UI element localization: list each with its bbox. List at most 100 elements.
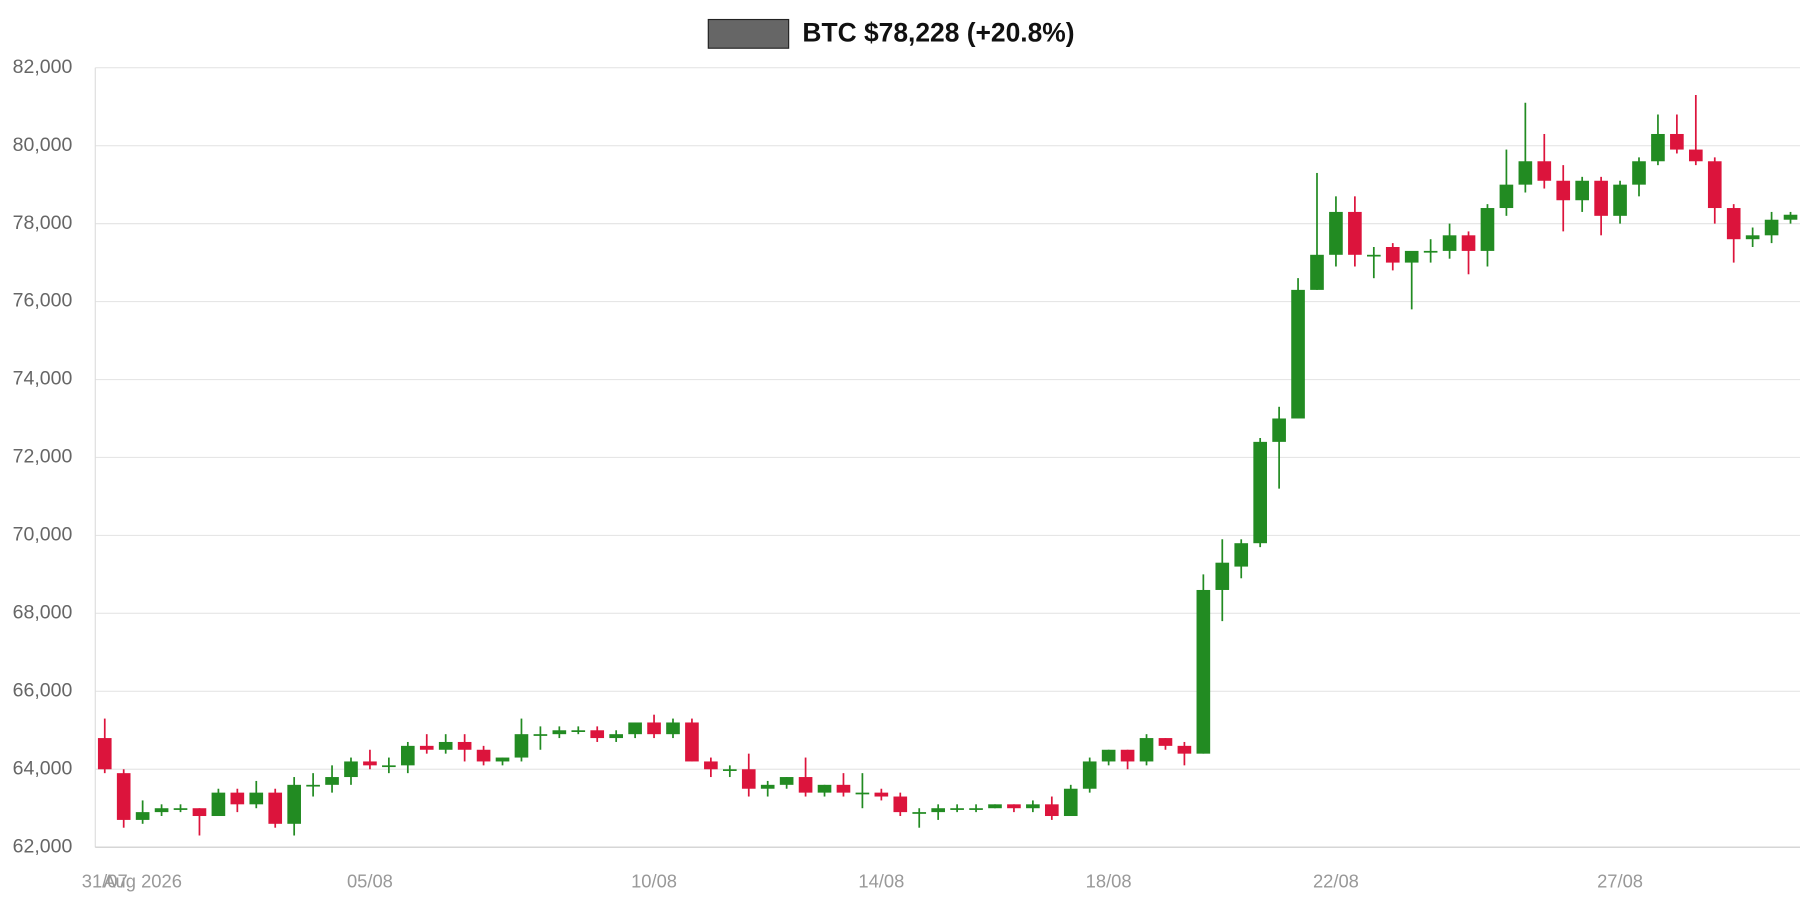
candle-body — [666, 722, 680, 735]
candle-body — [363, 761, 377, 766]
candle-body — [344, 761, 358, 778]
candle-body — [1442, 235, 1457, 251]
candle-body — [1404, 250, 1419, 263]
candle-body — [1253, 441, 1267, 544]
candle-body — [135, 812, 150, 820]
legend-label: BTC $78,228 (+20.8%) — [802, 17, 1074, 47]
candle-body — [779, 777, 794, 785]
y-tick-label: 62,000 — [13, 835, 73, 857]
candle-body — [647, 722, 661, 735]
y-tick-label: 80,000 — [13, 134, 73, 156]
candle-body — [325, 777, 339, 785]
candle-body — [590, 730, 605, 739]
candle-body — [533, 734, 548, 736]
candle-body — [1480, 208, 1495, 251]
y-tick-label: 64,000 — [13, 757, 73, 779]
candle-body — [249, 792, 264, 805]
candle-body — [1215, 562, 1230, 590]
candle-body — [1158, 738, 1173, 746]
y-tick-label: 70,000 — [13, 524, 73, 546]
candle-body — [609, 734, 623, 739]
candle-body — [552, 730, 567, 735]
candle-body — [893, 796, 908, 813]
candle-body — [382, 765, 396, 768]
x-tick-label: Aug 2026 — [103, 871, 182, 892]
y-tick-label: 66,000 — [13, 679, 73, 701]
y-tick-label: 68,000 — [13, 602, 73, 624]
candle-body — [495, 757, 510, 762]
candle-body — [874, 792, 889, 797]
candle-body — [798, 777, 813, 793]
candle-body — [760, 784, 775, 789]
candle-body — [836, 784, 851, 793]
candle-body — [1348, 211, 1362, 255]
candle-body — [1518, 161, 1533, 185]
candle-body — [1310, 254, 1324, 290]
candle-body — [173, 808, 188, 810]
candle-body — [628, 722, 642, 735]
candle-body — [969, 808, 983, 810]
candle-body — [306, 784, 320, 787]
candle-body — [1007, 804, 1021, 809]
candle-body — [1026, 804, 1040, 809]
candle-body — [1082, 761, 1097, 789]
candle-body — [1367, 254, 1381, 257]
candle-body — [1632, 161, 1646, 185]
candle-body — [476, 749, 491, 762]
candle-body — [1101, 749, 1116, 762]
candle-body — [1329, 211, 1343, 255]
candle-body — [931, 808, 945, 813]
candle-body — [1689, 149, 1703, 162]
candle-body — [950, 808, 964, 810]
x-tick-label: 18/08 — [1086, 871, 1132, 892]
candle-body — [97, 738, 112, 770]
candle-body — [1670, 133, 1684, 150]
y-tick-label: 82,000 — [13, 56, 73, 78]
candle-body — [1196, 589, 1211, 754]
candle-body — [287, 784, 301, 824]
y-tick-label: 78,000 — [13, 212, 73, 234]
candle-body — [154, 808, 169, 813]
candle-body — [1139, 738, 1154, 762]
x-tick-label: 14/08 — [858, 871, 904, 892]
x-tick-label: 10/08 — [631, 871, 677, 892]
candle-body — [685, 722, 699, 762]
candle-body — [1556, 180, 1571, 201]
candle-body — [438, 741, 453, 750]
candle-body — [1044, 804, 1059, 817]
candle-body — [1726, 208, 1741, 240]
legend-swatch — [707, 18, 790, 49]
y-tick-label: 72,000 — [13, 446, 73, 468]
x-tick-label: 05/08 — [347, 871, 393, 892]
candle-body — [1234, 543, 1249, 567]
y-tick-label: 76,000 — [13, 290, 73, 312]
candle-body — [1120, 749, 1135, 762]
candle-body — [1385, 247, 1400, 263]
candle-body — [192, 808, 207, 817]
candle-body — [230, 792, 245, 805]
candle-body — [1461, 235, 1476, 251]
candle-body — [514, 734, 529, 758]
candle-body — [988, 804, 1002, 809]
candle-body — [1707, 161, 1722, 209]
candle-body — [1499, 184, 1514, 209]
candle-body — [1537, 161, 1552, 181]
candle-body — [1177, 745, 1192, 754]
candle-body — [1291, 289, 1305, 419]
y-tick-label: 74,000 — [13, 368, 73, 390]
candle-body — [116, 773, 131, 820]
candle-body — [211, 792, 226, 817]
candle-body — [1783, 214, 1798, 220]
candle-body — [268, 792, 283, 824]
candle-body — [571, 730, 586, 732]
candle-body — [1613, 184, 1627, 216]
candle-body — [457, 741, 472, 750]
candle-body — [1764, 219, 1779, 236]
candle-body — [1575, 180, 1589, 201]
candle-body — [912, 812, 927, 814]
candle-body — [722, 769, 737, 771]
x-tick-label: 31/07 — [82, 871, 128, 892]
candle-body — [1423, 250, 1438, 253]
